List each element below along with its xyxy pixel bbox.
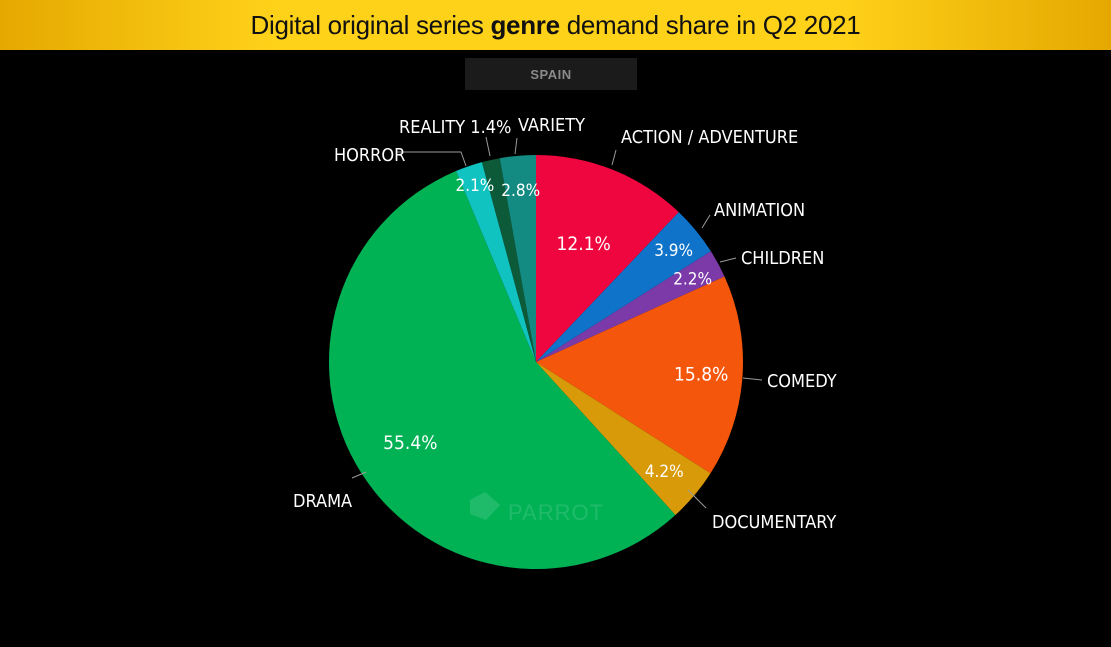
- title-bold: genre: [490, 9, 560, 40]
- leader-line-children: [719, 257, 737, 263]
- slice-action-adventure[interactable]: [536, 155, 679, 362]
- leader-lines: [351, 136, 763, 509]
- value-label-children: 2.2%: [673, 269, 712, 289]
- category-label-action-adventure: ACTION / ADVENTURE: [621, 127, 798, 148]
- category-label-variety: VARIETY: [518, 115, 585, 136]
- title-suffix: demand share in Q2 2021: [559, 9, 861, 40]
- value-label-animation: 3.9%: [654, 241, 693, 261]
- slice-comedy[interactable]: [536, 276, 743, 474]
- slice-reality-1-4[interactable]: [481, 158, 536, 362]
- watermark: PARROT: [470, 492, 604, 525]
- leader-line-animation: [701, 214, 711, 229]
- value-label-documentary: 4.2%: [645, 462, 684, 482]
- leader-line-documentary: [687, 489, 707, 509]
- slice-documentary[interactable]: [536, 362, 711, 516]
- value-label-horror: 2.1%: [455, 176, 494, 196]
- slice-drama[interactable]: [328, 171, 676, 570]
- title-banner: Digital original series genre demand sha…: [0, 0, 1111, 50]
- value-label-action-adventure: 12.1%: [557, 233, 611, 255]
- parrot-logo-icon: [470, 492, 500, 520]
- category-label-documentary: DOCUMENTARY: [712, 512, 836, 533]
- value-label-drama: 55.4%: [383, 432, 437, 454]
- slice-variety[interactable]: [499, 155, 536, 362]
- watermark-text: PARROT: [508, 500, 604, 525]
- value-label-variety: 2.8%: [501, 181, 540, 201]
- leader-line-variety: [514, 137, 518, 155]
- leader-line-horror: [396, 151, 467, 167]
- leader-line-reality-1-4: [485, 136, 491, 157]
- leader-line-drama: [351, 471, 367, 479]
- title-prefix: Digital original series: [250, 9, 491, 40]
- slice-animation[interactable]: [536, 212, 711, 362]
- pie-slices: [328, 155, 743, 570]
- slice-labels: ACTION / ADVENTURE 12.1% ANIMATION 3.9% CHIL…: [293, 115, 837, 533]
- category-label-horror: HORROR: [334, 145, 405, 166]
- category-label-drama: DRAMA: [293, 491, 352, 512]
- category-label-reality-1-4: REALITY 1.4%: [399, 117, 511, 138]
- leader-line-comedy: [742, 377, 763, 381]
- category-label-animation: ANIMATION: [714, 200, 805, 221]
- region-tab-spain[interactable]: SPAIN: [465, 58, 637, 90]
- slice-horror[interactable]: [456, 162, 536, 362]
- leader-line-action-adventure: [611, 149, 617, 166]
- category-label-children: CHILDREN: [741, 248, 824, 269]
- value-label-comedy: 15.8%: [674, 364, 728, 386]
- chart-title: Digital original series genre demand sha…: [251, 10, 861, 41]
- slice-children[interactable]: [536, 251, 725, 362]
- category-label-comedy: COMEDY: [767, 371, 837, 392]
